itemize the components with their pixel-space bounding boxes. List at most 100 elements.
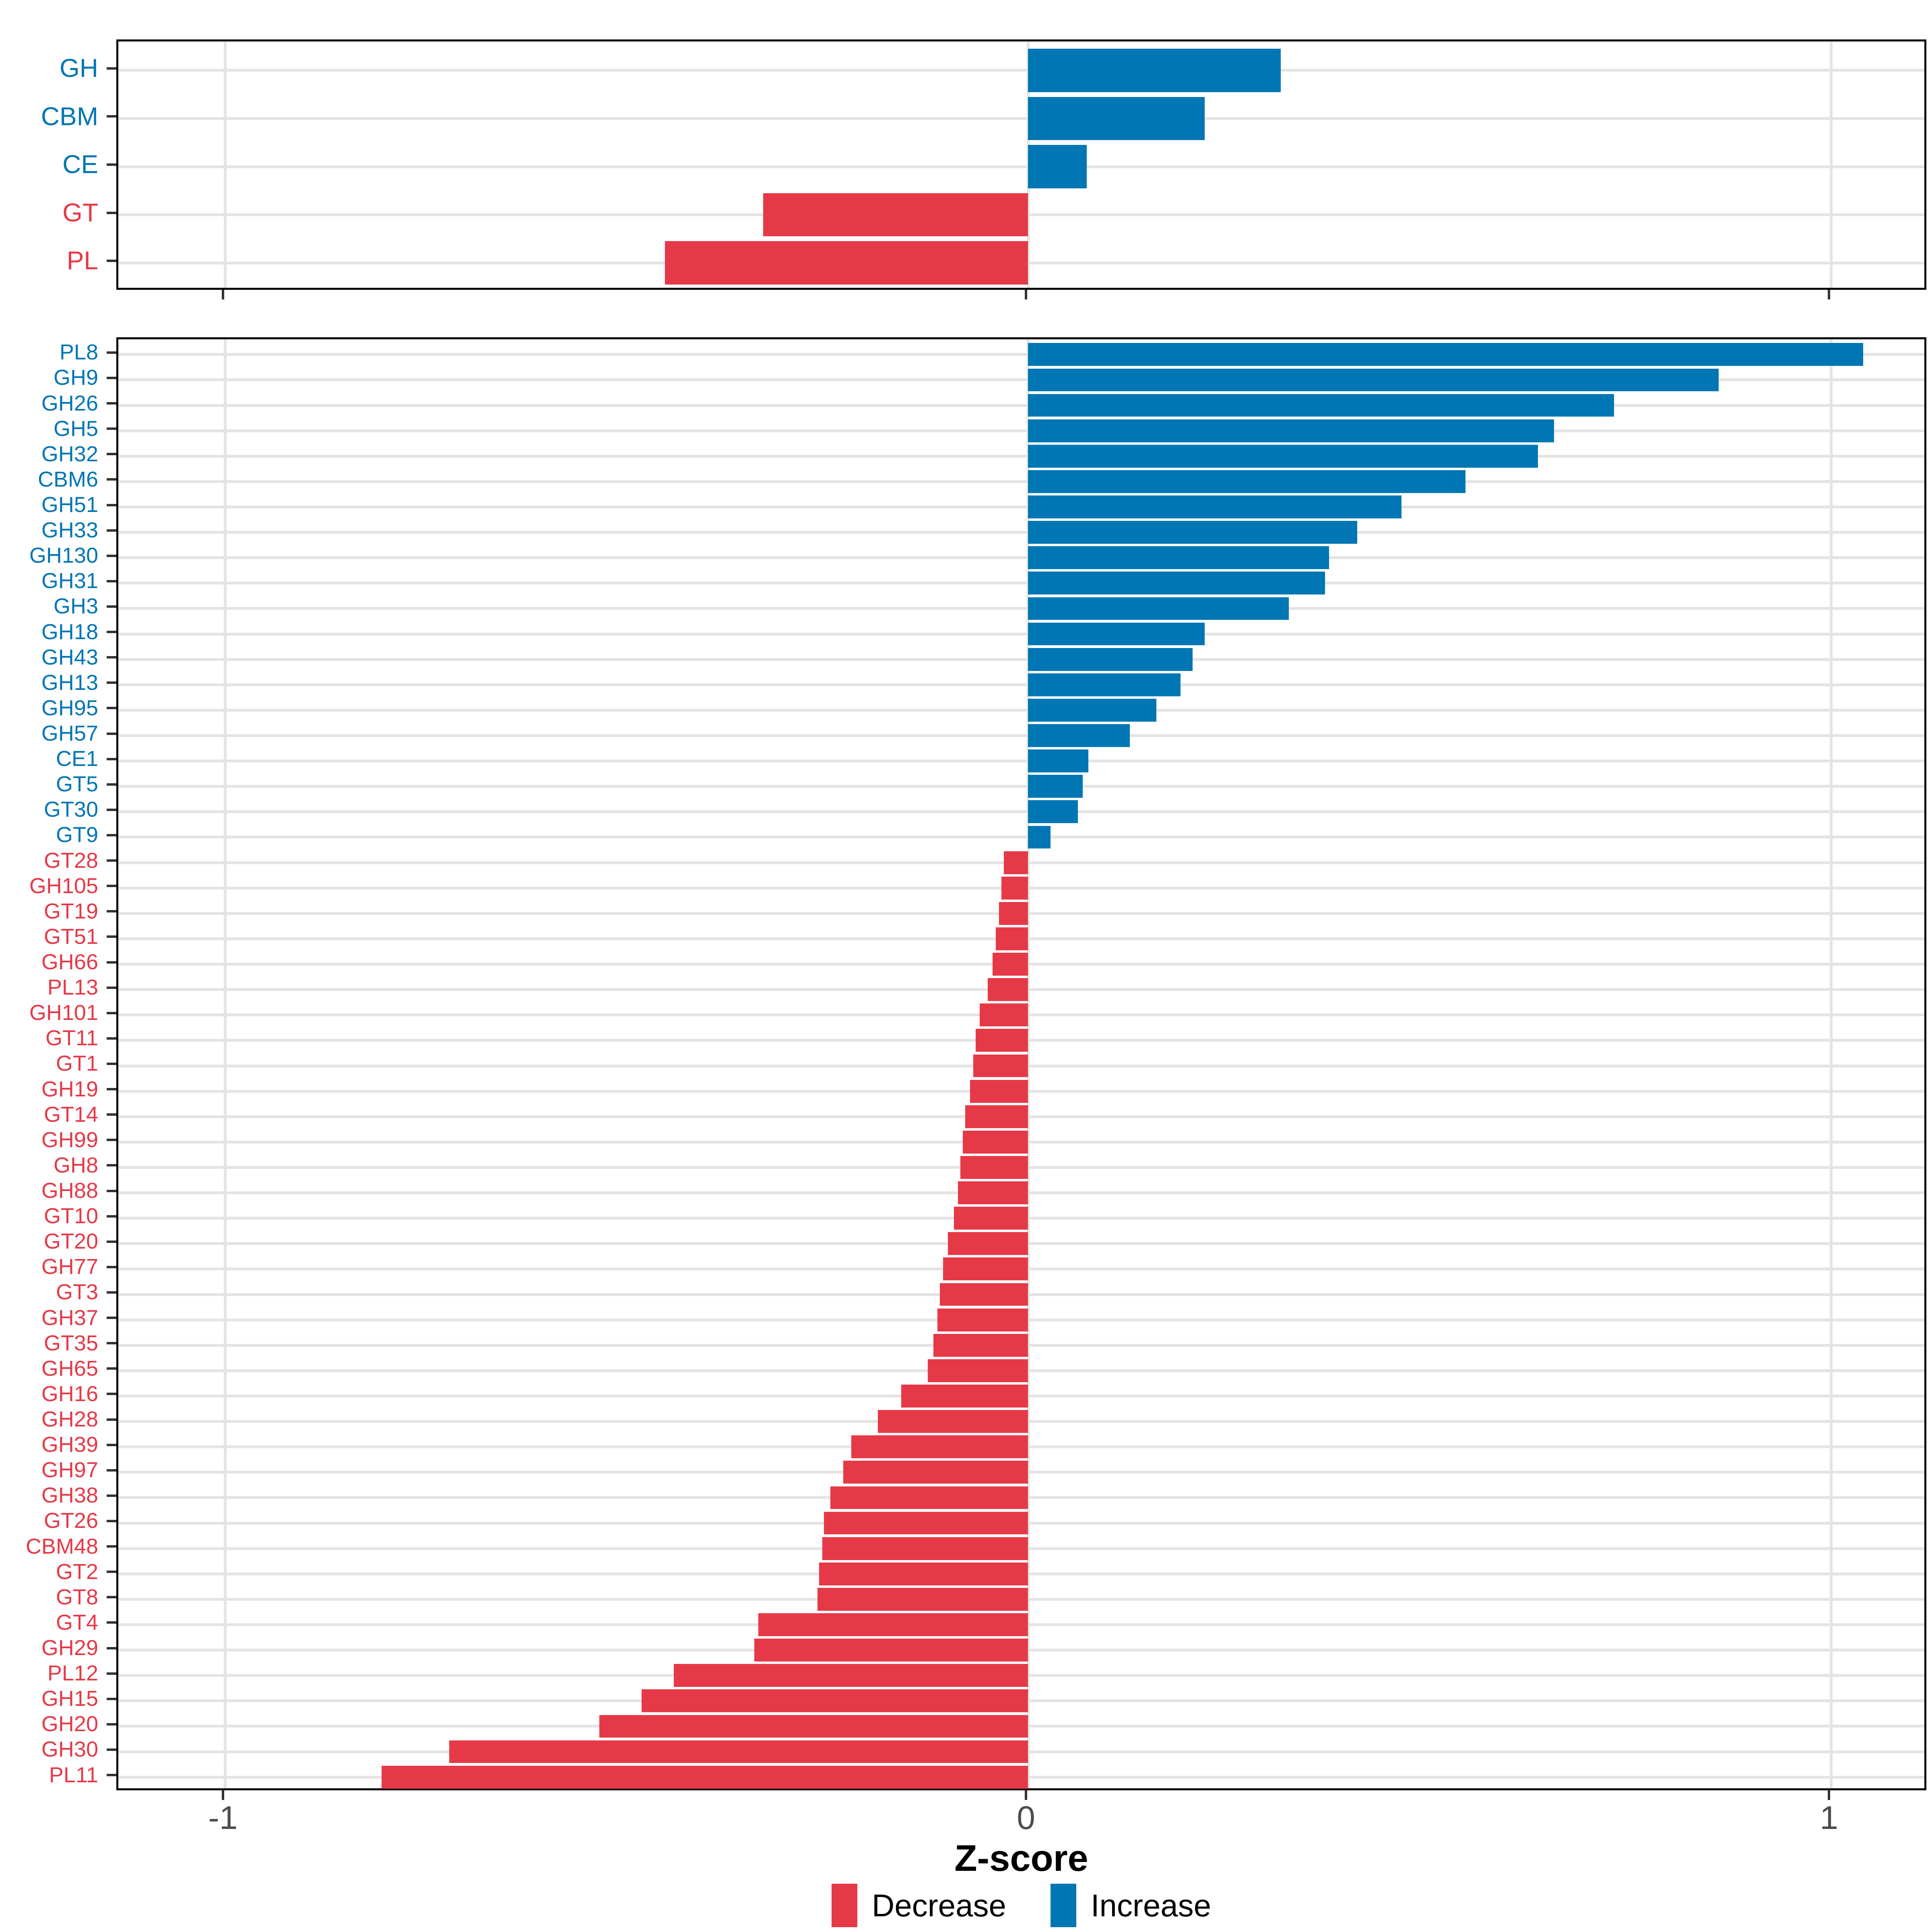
y-tick-mark xyxy=(107,427,116,430)
bar-GH43 xyxy=(1028,648,1193,671)
y-tick-mark xyxy=(107,163,116,166)
y-tick-mark xyxy=(107,554,116,557)
y-label-GH9: GH9 xyxy=(53,365,98,390)
x-tick-mark xyxy=(1828,1790,1830,1800)
y-label-GT20: GT20 xyxy=(43,1229,98,1254)
y-tick-mark xyxy=(107,986,116,989)
bar-GT10 xyxy=(954,1207,1028,1230)
bar-CBM48 xyxy=(822,1537,1028,1560)
bar-GH88 xyxy=(958,1181,1028,1204)
bar-GT3 xyxy=(939,1283,1028,1306)
y-label-GH19: GH19 xyxy=(41,1077,98,1101)
y-tick-mark xyxy=(107,260,116,262)
bar-GH3 xyxy=(1028,597,1289,620)
bar-GT30 xyxy=(1028,800,1078,824)
bar-GH20 xyxy=(599,1715,1028,1738)
bar-GT28 xyxy=(1004,851,1028,874)
y-label-GH5: GH5 xyxy=(53,416,98,441)
bar-GT20 xyxy=(947,1232,1028,1255)
bar-GT11 xyxy=(976,1029,1028,1052)
y-label-GT2: GT2 xyxy=(56,1559,98,1584)
y-label-GH38: GH38 xyxy=(41,1483,98,1508)
bar-GT26 xyxy=(824,1511,1028,1535)
horizontal-gridline xyxy=(118,785,1924,788)
y-label-GT14: GT14 xyxy=(43,1102,98,1127)
y-label-GH: GH xyxy=(60,53,98,83)
y-tick-mark xyxy=(107,656,116,659)
y-label-GT: GT xyxy=(62,198,98,227)
y-tick-mark xyxy=(107,504,116,506)
bar-GH16 xyxy=(901,1385,1028,1408)
bar-GT xyxy=(763,193,1028,237)
y-label-GH13: GH13 xyxy=(41,670,98,695)
y-label-GH88: GH88 xyxy=(41,1179,98,1203)
bar-GT19 xyxy=(999,902,1028,925)
x-tick-label-0: 0 xyxy=(1017,1800,1035,1836)
bar-PL13 xyxy=(988,978,1028,1001)
y-tick-mark xyxy=(107,1571,116,1573)
vertical-gridline xyxy=(1830,339,1833,1788)
y-tick-mark xyxy=(107,376,116,379)
horizontal-gridline xyxy=(118,404,1924,407)
bar-GH xyxy=(1028,48,1281,92)
horizontal-gridline xyxy=(118,734,1924,737)
bar-GH38 xyxy=(830,1486,1028,1509)
bar-GT1 xyxy=(973,1054,1028,1077)
y-tick-mark xyxy=(107,834,116,836)
bar-CBM xyxy=(1028,97,1205,140)
bar-PL xyxy=(665,241,1028,285)
y-tick-mark xyxy=(107,681,116,684)
bar-GH8 xyxy=(960,1156,1028,1179)
horizontal-gridline xyxy=(118,810,1924,813)
bar-GH51 xyxy=(1028,495,1402,518)
y-label-GH20: GH20 xyxy=(41,1712,98,1736)
bar-GT5 xyxy=(1028,775,1083,798)
bar-PL11 xyxy=(382,1765,1028,1789)
increase-swatch xyxy=(1050,1884,1076,1927)
y-label-GH8: GH8 xyxy=(53,1153,98,1177)
y-tick-mark xyxy=(107,758,116,760)
y-tick-mark xyxy=(107,1443,116,1446)
vertical-gridline xyxy=(1027,339,1030,1788)
y-tick-mark xyxy=(107,808,116,811)
y-tick-mark xyxy=(107,1774,116,1777)
y-label-GH28: GH28 xyxy=(41,1407,98,1431)
y-label-GH95: GH95 xyxy=(41,696,98,720)
y-label-GH101: GH101 xyxy=(29,1001,98,1025)
y-label-GH97: GH97 xyxy=(41,1458,98,1482)
bar-GH97 xyxy=(843,1461,1028,1484)
y-tick-mark xyxy=(107,1215,116,1218)
horizontal-gridline xyxy=(118,760,1924,763)
y-label-GH77: GH77 xyxy=(41,1255,98,1279)
y-tick-mark xyxy=(107,453,116,456)
y-label-GT51: GT51 xyxy=(43,924,98,949)
x-tick-mark xyxy=(1828,290,1830,299)
bar-PL8 xyxy=(1028,343,1863,366)
y-label-GH43: GH43 xyxy=(41,645,98,669)
x-axis-title: Z-score xyxy=(954,1838,1088,1879)
y-tick-mark xyxy=(107,1723,116,1726)
y-tick-mark xyxy=(107,1418,116,1421)
y-tick-mark xyxy=(107,1139,116,1141)
y-tick-mark xyxy=(107,67,116,70)
bar-GH99 xyxy=(963,1130,1028,1154)
bar-GH77 xyxy=(943,1257,1028,1281)
bar-GH105 xyxy=(1001,876,1028,900)
bar-GT51 xyxy=(996,927,1028,950)
y-label-GT30: GT30 xyxy=(43,797,98,822)
bar-GH30 xyxy=(449,1740,1028,1763)
y-tick-mark xyxy=(107,1367,116,1370)
y-label-GH65: GH65 xyxy=(41,1356,98,1381)
y-label-GT10: GT10 xyxy=(43,1204,98,1228)
y-tick-mark xyxy=(107,1494,116,1497)
bar-GH57 xyxy=(1028,724,1130,747)
bar-GH19 xyxy=(970,1080,1028,1103)
y-label-GH33: GH33 xyxy=(41,518,98,543)
y-tick-mark xyxy=(107,961,116,964)
y-label-GT9: GT9 xyxy=(56,823,98,847)
horizontal-gridline xyxy=(118,117,1924,120)
y-label-GH15: GH15 xyxy=(41,1686,98,1711)
y-tick-mark xyxy=(107,631,116,634)
y-tick-mark xyxy=(107,529,116,532)
